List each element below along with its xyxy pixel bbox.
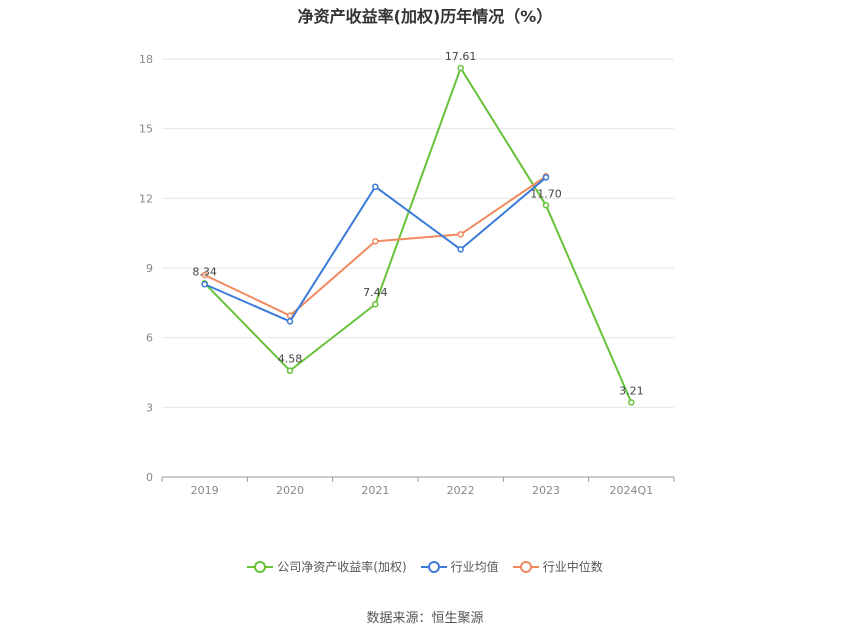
series-line bbox=[203, 67, 633, 403]
chart-title: 净资产收益率(加权)历年情况（%） bbox=[297, 7, 553, 26]
legend-label: 行业中位数 bbox=[542, 560, 603, 574]
data-point bbox=[372, 238, 379, 245]
data-point bbox=[457, 246, 464, 253]
legend-label: 公司净资产收益率(加权) bbox=[277, 560, 407, 574]
legend-item[interactable]: 行业均值 bbox=[420, 558, 499, 575]
data-point bbox=[372, 300, 379, 308]
data-label: 3.21 bbox=[619, 384, 644, 397]
y-tick-label: 6 bbox=[146, 332, 153, 345]
y-tick-label: 15 bbox=[139, 123, 153, 136]
x-tick-label: 2024Q1 bbox=[610, 484, 654, 497]
legend-marker-icon bbox=[420, 560, 447, 573]
legend-item[interactable]: 公司净资产收益率(加权) bbox=[247, 558, 407, 575]
data-label-layer: 8.34 4.58 7.44 17.61 11.70 3.21 bbox=[192, 50, 643, 397]
data-label: 7.44 bbox=[363, 286, 388, 299]
data-point bbox=[286, 367, 294, 374]
y-tick-label: 18 bbox=[139, 53, 153, 66]
y-tick-label: 12 bbox=[139, 192, 153, 205]
x-tick-label: 2021 bbox=[361, 484, 389, 497]
source-note: 数据来源：恒生聚源 bbox=[366, 611, 484, 626]
x-tick-label: 2023 bbox=[532, 484, 560, 497]
data-point bbox=[457, 64, 464, 72]
data-point bbox=[201, 281, 208, 288]
data-point bbox=[372, 183, 379, 190]
data-point bbox=[628, 399, 635, 406]
legend-marker-icon bbox=[512, 560, 539, 573]
x-tick-label: 2019 bbox=[191, 484, 219, 497]
grid-layer bbox=[162, 58, 674, 408]
axis-layer: 0 3 6 9 12 15 18 2019 2020 2021 2022 2023 2024Q1 bbox=[139, 53, 675, 497]
data-point bbox=[457, 231, 464, 238]
series-layer bbox=[201, 64, 635, 406]
legend-item[interactable]: 行业中位数 bbox=[512, 558, 603, 575]
data-point bbox=[542, 174, 550, 181]
y-tick-label: 0 bbox=[146, 471, 153, 484]
data-label: 8.34 bbox=[192, 265, 217, 278]
data-point bbox=[542, 202, 550, 209]
x-tick-label: 2020 bbox=[276, 484, 304, 497]
data-label: 17.61 bbox=[445, 50, 477, 63]
y-tick-label: 3 bbox=[146, 401, 153, 414]
data-point bbox=[286, 318, 294, 325]
data-label: 4.58 bbox=[278, 353, 303, 366]
data-point bbox=[201, 271, 208, 279]
data-label: 11.70 bbox=[530, 187, 562, 200]
legend: 公司净资产收益率(加权) 行业均值 行业中位数 bbox=[0, 558, 850, 575]
legend-marker-icon bbox=[247, 560, 274, 573]
legend-label: 行业均值 bbox=[450, 560, 499, 574]
x-tick-label: 2022 bbox=[447, 484, 475, 497]
y-tick-label: 9 bbox=[146, 262, 153, 275]
